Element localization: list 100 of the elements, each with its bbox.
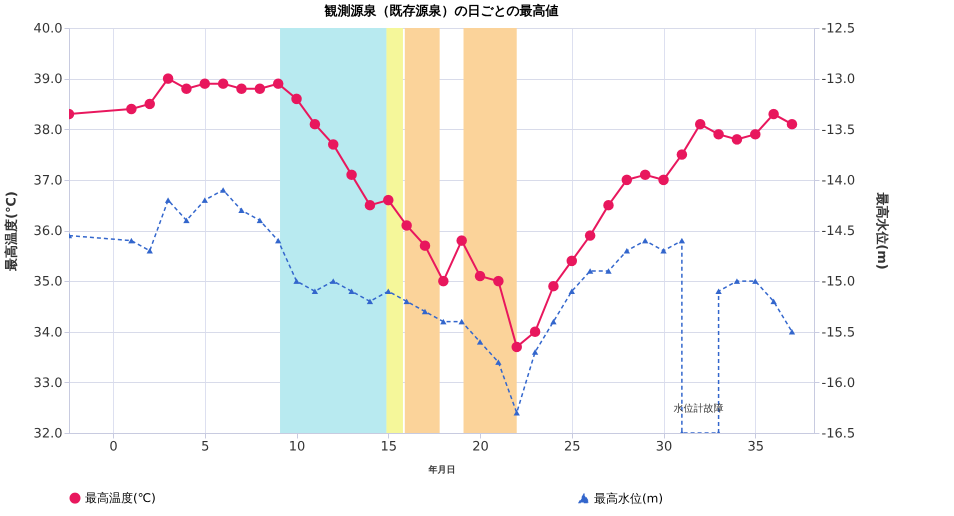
point xyxy=(605,268,612,274)
point xyxy=(420,240,430,251)
point xyxy=(568,288,575,294)
point xyxy=(128,238,135,244)
y-tick-label: 37.0 xyxy=(34,173,62,188)
point xyxy=(312,288,318,294)
point xyxy=(715,288,722,294)
point xyxy=(126,104,137,114)
point xyxy=(713,129,724,140)
legend-label: 最高温度(℃) xyxy=(85,491,156,506)
point xyxy=(200,78,210,89)
y2-tick-label: -13.5 xyxy=(822,122,856,138)
y-tick-label: 32.0 xyxy=(34,426,62,442)
point xyxy=(383,194,394,206)
point xyxy=(676,149,688,160)
y2-tick-label: -12.5 xyxy=(822,22,856,36)
point xyxy=(548,280,559,292)
point xyxy=(162,73,174,84)
point xyxy=(788,329,796,334)
x-tick-label: 30 xyxy=(656,440,672,454)
y-tick-label: 33.0 xyxy=(34,376,62,391)
point xyxy=(438,276,449,286)
point xyxy=(202,197,208,203)
y2-tick-label: -16.5 xyxy=(822,426,856,442)
y-tick-label: 40.0 xyxy=(34,22,62,36)
point xyxy=(401,220,412,231)
point xyxy=(514,410,520,416)
y-axis-title: 最高温度(℃) xyxy=(4,191,20,272)
x-tick-label: 5 xyxy=(201,440,210,454)
point xyxy=(530,326,540,337)
point xyxy=(328,139,338,150)
point xyxy=(456,235,467,246)
x-tick-label: 0 xyxy=(109,440,118,454)
point xyxy=(256,218,263,224)
point xyxy=(658,174,669,186)
point xyxy=(660,248,667,254)
point xyxy=(144,98,155,110)
point xyxy=(422,308,428,314)
point xyxy=(403,298,410,304)
y2-tick-label: -15.0 xyxy=(822,274,856,290)
y-tick-label: 34.0 xyxy=(34,325,62,340)
point xyxy=(584,230,596,241)
y2-axis-title: 最高水位(m) xyxy=(874,191,890,270)
point xyxy=(603,200,614,210)
point xyxy=(218,78,228,89)
point xyxy=(364,200,376,210)
y2-tick-label: -14.0 xyxy=(822,173,856,188)
point xyxy=(770,298,777,304)
point xyxy=(310,118,320,130)
y2-tick-label: -16.0 xyxy=(822,376,856,391)
point xyxy=(474,270,486,282)
point xyxy=(236,84,247,94)
x-axis-title: 年月日 xyxy=(428,464,456,476)
x-tick-label: 35 xyxy=(748,440,764,454)
point xyxy=(694,118,706,130)
point xyxy=(511,342,522,352)
point xyxy=(678,238,686,244)
point xyxy=(238,208,245,213)
x-tick-label: 10 xyxy=(288,440,306,454)
point xyxy=(291,94,302,104)
point xyxy=(624,248,630,254)
point xyxy=(293,278,300,284)
point xyxy=(532,349,538,355)
point xyxy=(786,118,798,130)
point xyxy=(640,170,650,180)
point xyxy=(366,298,374,304)
point xyxy=(440,318,446,324)
point xyxy=(732,134,742,145)
point xyxy=(493,276,504,286)
point xyxy=(734,278,740,284)
x-tick-label: 15 xyxy=(380,440,398,454)
legend-label: 最高水位(m) xyxy=(594,491,664,506)
point xyxy=(458,318,465,324)
x-tick-label: 20 xyxy=(472,440,489,454)
point xyxy=(272,78,284,89)
point xyxy=(622,174,632,186)
point xyxy=(385,288,392,294)
point xyxy=(752,278,758,284)
y-tick-label: 38.0 xyxy=(34,122,62,138)
annotation: 水位計故障 xyxy=(674,402,724,415)
y-tick-label: 36.0 xyxy=(34,224,62,239)
point xyxy=(750,129,761,140)
point xyxy=(476,339,484,345)
y2-tick-label: -13.0 xyxy=(822,72,856,88)
point xyxy=(220,187,226,193)
point xyxy=(275,238,282,244)
point xyxy=(181,84,192,94)
point xyxy=(768,108,779,120)
point xyxy=(495,359,502,365)
y2-tick-label: -15.5 xyxy=(822,325,856,340)
point xyxy=(346,170,357,180)
y-tick-label: 35.0 xyxy=(34,274,62,290)
x-tick-label: 25 xyxy=(564,440,581,454)
point xyxy=(254,84,266,94)
point xyxy=(586,268,594,274)
point xyxy=(550,318,557,324)
chart-title: 観測源泉（既存源泉）の日ごとの最高値 xyxy=(324,3,558,19)
point xyxy=(566,256,578,266)
point xyxy=(330,278,336,284)
point xyxy=(183,218,190,224)
